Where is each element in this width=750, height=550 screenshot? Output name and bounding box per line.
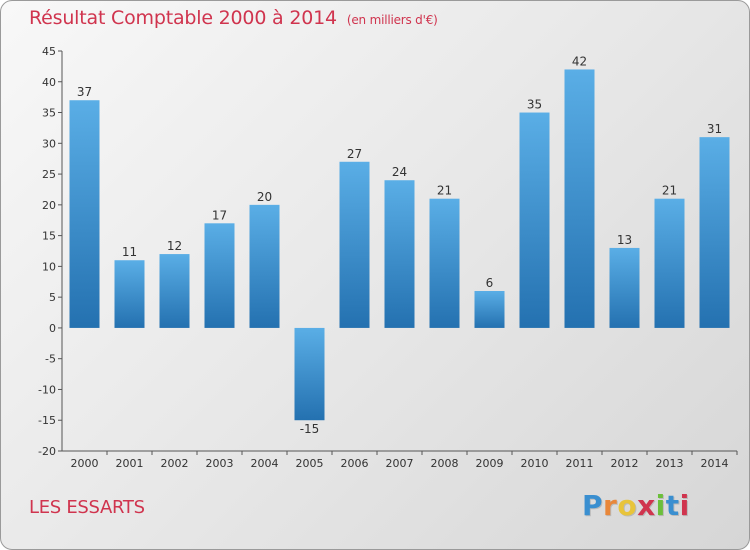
proxiti-logo[interactable]: Proxiti [582,489,690,522]
data-label-2004: 20 [257,190,272,204]
bar-2001[interactable] [114,260,145,328]
x-tick-label: 2008 [431,457,459,470]
logo-letter: t [665,489,680,522]
bar-2009[interactable] [474,291,505,328]
bar-2003[interactable] [204,223,235,328]
y-tick-label: -20 [38,445,56,458]
chart-title: Résultat Comptable 2000 à 2014 (en millie… [29,7,438,29]
bar-2011[interactable] [564,69,595,328]
bar-2006[interactable] [339,161,370,328]
logo-letter: x [637,489,656,522]
y-tick-label: -15 [38,414,56,427]
chart-subtitle: (en milliers d'€) [346,13,438,27]
logo-letter: i [655,489,666,522]
x-tick-label: 2013 [656,457,684,470]
bar-2005[interactable] [294,327,325,421]
data-label-2001: 11 [122,245,137,259]
logo-letter: r [603,489,618,522]
y-tick-label: 35 [42,107,56,120]
bar-2010[interactable] [519,112,550,328]
x-tick-label: 2012 [611,457,639,470]
x-tick-label: 2010 [521,457,549,470]
bar-2000[interactable] [69,100,100,328]
chart-axes: -20 -15 -10 -5 0 5 10 15 20 25 30 35 40 45 2000 2001 200… [38,45,738,470]
y-tick-label: 15 [42,230,56,243]
y-tick-label: -5 [45,353,56,366]
x-tick-label: 2014 [701,457,729,470]
y-tick-label: 10 [42,260,56,273]
chart-data-labels: 37 11 12 17 20 -15 27 24 21 6 35 42 13 21 31 [77,54,722,436]
logo-letter: P [582,489,604,522]
y-tick-label: 25 [42,168,56,181]
x-tick-label: 2001 [116,457,144,470]
chart-bars [69,69,730,421]
bar-2002[interactable] [159,254,190,328]
x-tick-label: 2002 [161,457,189,470]
x-tick-label: 2003 [206,457,234,470]
x-tick-label: 2011 [566,457,594,470]
x-tick-label: 2000 [71,457,99,470]
y-tick-label: 20 [42,199,56,212]
commune-name: LES ESSARTS [29,497,145,518]
chart-title-text: Résultat Comptable 2000 à 2014 [29,7,337,29]
data-label-2006: 27 [347,147,362,161]
data-label-2005: -15 [300,422,320,436]
bar-2007[interactable] [384,180,415,328]
data-label-2000: 37 [77,85,92,99]
logo-letter: i [679,489,690,522]
y-tick-label: 5 [49,291,56,304]
data-label-2011: 42 [572,54,587,68]
logo-letter: o [617,489,638,522]
data-label-2013: 21 [662,184,677,198]
data-label-2007: 24 [392,165,407,179]
y-tick-label: 30 [42,137,56,150]
x-tick-label: 2009 [476,457,504,470]
x-tick-label: 2004 [251,457,279,470]
y-tick-label: 45 [42,45,56,58]
data-label-2008: 21 [437,184,452,198]
bar-2014[interactable] [699,137,730,328]
y-tick-label: -10 [38,383,56,396]
x-tick-label: 2005 [296,457,324,470]
data-label-2002: 12 [167,239,182,253]
data-label-2014: 31 [707,122,722,136]
x-tick-label: 2007 [386,457,414,470]
bar-2012[interactable] [609,247,640,328]
data-label-2003: 17 [212,208,227,222]
x-tick-label: 2006 [341,457,369,470]
bar-2004[interactable] [249,204,280,328]
y-tick-label: 0 [49,322,56,335]
data-label-2010: 35 [527,98,542,112]
bar-2008[interactable] [429,198,460,328]
data-label-2009: 6 [486,276,494,290]
data-label-2012: 13 [617,233,632,247]
y-tick-label: 40 [42,76,56,89]
bar-2013[interactable] [654,198,685,328]
